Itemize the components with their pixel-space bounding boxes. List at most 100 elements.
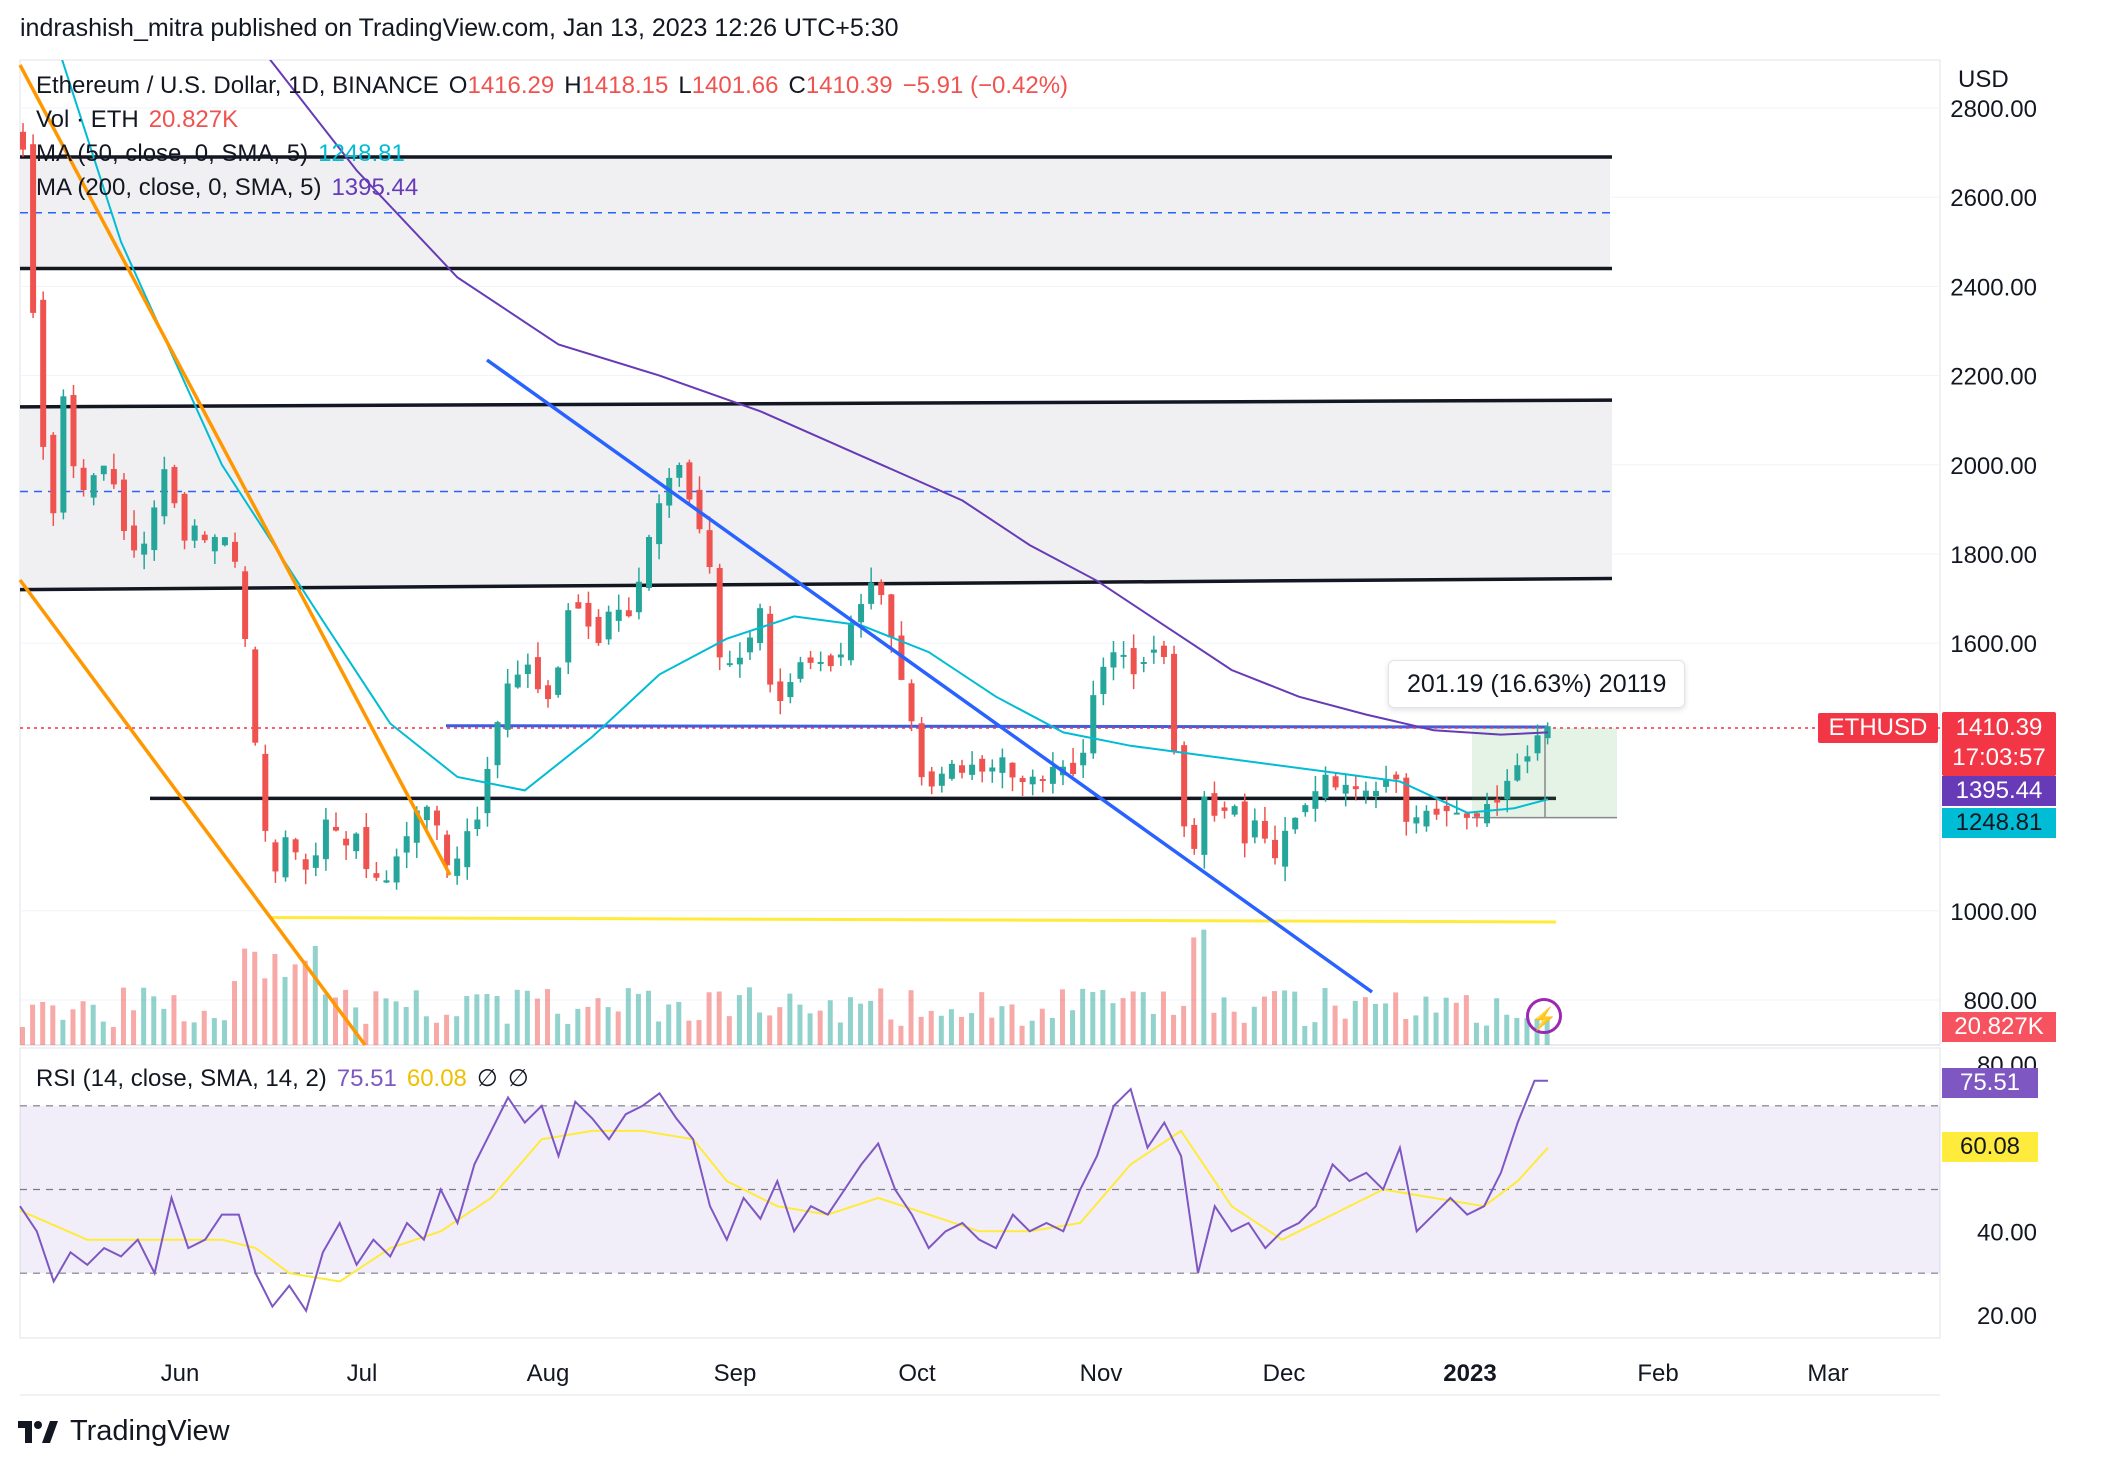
- horizontal-level-line: [19, 398, 1613, 409]
- volume-bar: [40, 1001, 46, 1045]
- candle-body: [1039, 779, 1046, 782]
- volume-bar: [706, 992, 712, 1045]
- candle-body: [1070, 762, 1077, 775]
- volume-bar: [60, 1019, 66, 1045]
- candle-body: [1362, 790, 1369, 797]
- volume-bar: [1171, 1014, 1177, 1045]
- candle-body: [211, 536, 218, 552]
- candle-body: [1342, 784, 1349, 794]
- rsi-ma-line: [19, 1129, 1549, 1283]
- volume-bar: [1403, 1019, 1409, 1045]
- volume-bar: [928, 1010, 934, 1045]
- volume-bar: [605, 1007, 611, 1045]
- volume-bar: [1049, 1017, 1055, 1045]
- volume-bar: [1221, 997, 1227, 1045]
- candle-body: [1261, 820, 1268, 839]
- volume-bar: [1272, 991, 1278, 1045]
- candle-body: [1393, 774, 1400, 780]
- volume-bar: [1524, 1017, 1530, 1045]
- legend-volume-row: Vol · ETH 20.827K: [36, 106, 248, 134]
- volume-bar: [1282, 990, 1288, 1045]
- volume-bar: [676, 1001, 682, 1045]
- orange-channel-upper: [18, 64, 452, 876]
- candle-body: [333, 826, 340, 831]
- legend-high: 1418.15: [581, 72, 669, 99]
- volume-bar: [272, 953, 278, 1045]
- candle-body: [736, 657, 743, 665]
- volume-bar: [534, 998, 540, 1045]
- volume-bar: [504, 1023, 510, 1045]
- volume-bar: [1433, 1012, 1439, 1045]
- volume-bar: [777, 1007, 783, 1045]
- volume-bar: [555, 1013, 561, 1045]
- replay-icon[interactable]: ⚡: [1526, 998, 1562, 1034]
- candle-body: [928, 771, 935, 787]
- candle-body: [1453, 812, 1460, 815]
- candle-body: [1484, 804, 1491, 824]
- price-tick-label: 1000.00: [1950, 899, 2037, 926]
- candle-body: [141, 543, 148, 555]
- volume-bar: [736, 995, 742, 1045]
- candle-body: [1423, 810, 1430, 827]
- volume-bar: [767, 1015, 773, 1045]
- candle-body: [80, 467, 87, 491]
- volume-bar: [363, 1023, 369, 1045]
- volume-bar: [413, 990, 419, 1045]
- candle-body: [1272, 839, 1279, 859]
- volume-bar: [1080, 988, 1086, 1045]
- candle-body: [595, 616, 602, 643]
- candle-body: [383, 880, 390, 883]
- candle-body: [1302, 805, 1309, 813]
- volume-bar: [383, 998, 389, 1045]
- candle-body: [635, 581, 642, 613]
- legend-ma50-label: MA (50, close, 0, SMA, 5): [36, 140, 309, 167]
- volume-bar: [565, 1023, 571, 1045]
- x-tick-label: Nov: [1080, 1360, 1123, 1387]
- legend-rsi-row: RSI (14, close, SMA, 14, 2) 75.51 60.08 ∅ ∅: [36, 1064, 539, 1093]
- legend-symbol-row: Ethereum / U.S. Dollar, 1D, BINANCE O1416…: [36, 72, 1078, 100]
- candle-body: [40, 299, 47, 447]
- horizontal-level-line: [19, 576, 1613, 592]
- resistance-zone-upper: [20, 157, 1610, 269]
- volume-bar: [585, 1006, 591, 1045]
- volume-bar: [646, 990, 652, 1045]
- volume-bar: [1372, 1003, 1378, 1045]
- candle-body: [262, 753, 269, 831]
- measure-tooltip: 201.19 (16.63%) 20119: [1388, 660, 1686, 708]
- volume-bar: [686, 1020, 692, 1045]
- volume-bar: [847, 997, 853, 1045]
- candle-body: [1383, 779, 1390, 787]
- candle-body: [60, 396, 67, 513]
- legend-change: −5.91 (−0.42%): [902, 72, 1069, 99]
- volume-bar: [696, 1020, 702, 1045]
- candle-body: [252, 649, 259, 743]
- ma200-price-tag: 1395.44: [1942, 776, 2056, 806]
- candle-body: [373, 873, 380, 878]
- candle-body: [1150, 649, 1157, 653]
- volume-bar: [201, 1010, 207, 1045]
- legend-rsi-ma: 60.08: [406, 1065, 467, 1092]
- candle-body: [312, 855, 319, 868]
- candle-body: [100, 465, 107, 475]
- candle-body: [1191, 824, 1198, 849]
- candle-body: [1433, 808, 1440, 815]
- volume-bar: [635, 993, 641, 1045]
- candle-body: [918, 723, 925, 778]
- candle-body: [1332, 776, 1339, 788]
- candle-body: [151, 507, 158, 551]
- candle-body: [524, 664, 531, 675]
- candle-body: [545, 685, 552, 700]
- volume-bar: [20, 1027, 25, 1045]
- volume-bar: [131, 1010, 137, 1045]
- rsi-ma-tag-value: 60.08: [1959, 1133, 2021, 1160]
- price-tick-label: 2200.00: [1950, 364, 2037, 391]
- last-price-tag: 1410.39 17:03:57: [1942, 712, 2056, 776]
- candle-body: [403, 836, 410, 853]
- candle-body: [676, 464, 683, 478]
- legend-rsi-label: RSI (14, close, SMA, 14, 2): [36, 1065, 327, 1092]
- volume-bar: [1302, 1025, 1308, 1045]
- volume-bar: [1009, 1004, 1015, 1045]
- neckline-level: [445, 724, 1549, 729]
- candle-body: [1231, 806, 1238, 815]
